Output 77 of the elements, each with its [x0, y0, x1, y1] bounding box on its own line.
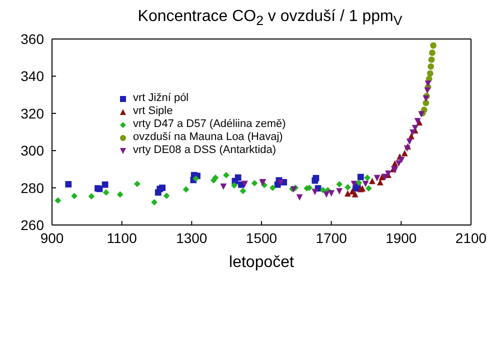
- point: [296, 194, 303, 201]
- point: [323, 191, 330, 198]
- point: [428, 56, 435, 63]
- point: [428, 63, 434, 70]
- y-tick-label: 280: [20, 180, 44, 196]
- point: [88, 193, 95, 200]
- point: [182, 186, 190, 193]
- point: [426, 70, 434, 77]
- x-tick-label: 2100: [455, 230, 487, 246]
- point: [406, 138, 413, 145]
- legend-label: ovzduší na Mauna Loa (Havaj): [133, 131, 283, 144]
- point: [336, 181, 343, 188]
- point: [401, 150, 408, 156]
- point: [320, 186, 326, 194]
- x-tick-label: 1900: [386, 230, 417, 246]
- point: [192, 175, 200, 182]
- legend-label: vrty D47 a D57 (Adéliina země): [133, 118, 286, 131]
- point: [134, 180, 140, 188]
- y-tick-label: 320: [20, 105, 44, 122]
- point: [344, 190, 351, 197]
- point: [336, 188, 343, 195]
- legend-label: vrt Siple: [133, 105, 173, 118]
- x-tick-label: 1700: [316, 230, 348, 246]
- y-tick-label: 340: [20, 68, 44, 84]
- point: [422, 95, 430, 102]
- point: [422, 100, 430, 106]
- point: [54, 197, 62, 204]
- point: [251, 180, 258, 186]
- point: [240, 188, 246, 194]
- point: [396, 160, 402, 167]
- point: [424, 80, 432, 87]
- point: [116, 191, 124, 198]
- point: [364, 174, 370, 181]
- point: [212, 174, 219, 181]
- point: [365, 185, 372, 192]
- point: [312, 174, 320, 182]
- x-axis-title: letopočet: [229, 254, 295, 271]
- point: [382, 174, 388, 180]
- x-tick-label: 1100: [106, 230, 138, 246]
- point: [278, 180, 284, 186]
- point: [234, 174, 242, 181]
- point: [350, 180, 358, 188]
- point: [269, 184, 276, 191]
- y-tick-label: 360: [20, 30, 44, 47]
- y-tick-label: 300: [20, 142, 44, 159]
- point: [378, 174, 386, 180]
- point: [356, 180, 362, 186]
- point: [344, 184, 351, 190]
- point: [312, 188, 318, 196]
- point: [352, 190, 358, 198]
- point: [409, 129, 416, 136]
- point: [424, 87, 431, 94]
- point: [362, 180, 369, 188]
- point: [357, 174, 364, 180]
- x-tick-label: 1300: [176, 230, 208, 246]
- point: [102, 181, 108, 188]
- point: [429, 50, 436, 56]
- point: [374, 174, 380, 182]
- point: [223, 172, 230, 178]
- point: [151, 199, 158, 206]
- point: [159, 184, 166, 191]
- point: [412, 124, 418, 132]
- x-tick-label: 1500: [246, 230, 278, 246]
- point: [102, 189, 110, 196]
- point: [242, 180, 248, 188]
- point: [163, 192, 170, 199]
- legend-label: vrt Jižní pól: [133, 92, 189, 105]
- point: [368, 178, 376, 184]
- point: [430, 42, 436, 49]
- chart-title: Koncentrace CO$_{2}$ v ovzduší / 1 ppm$_{V}$: [136, 8, 404, 30]
- legend-label: vrty DE08 a DSS (Antarktida): [133, 144, 276, 157]
- point: [328, 190, 335, 197]
- point: [71, 192, 78, 200]
- point: [398, 156, 405, 164]
- point: [220, 183, 227, 190]
- point: [231, 182, 238, 189]
- point: [65, 181, 72, 188]
